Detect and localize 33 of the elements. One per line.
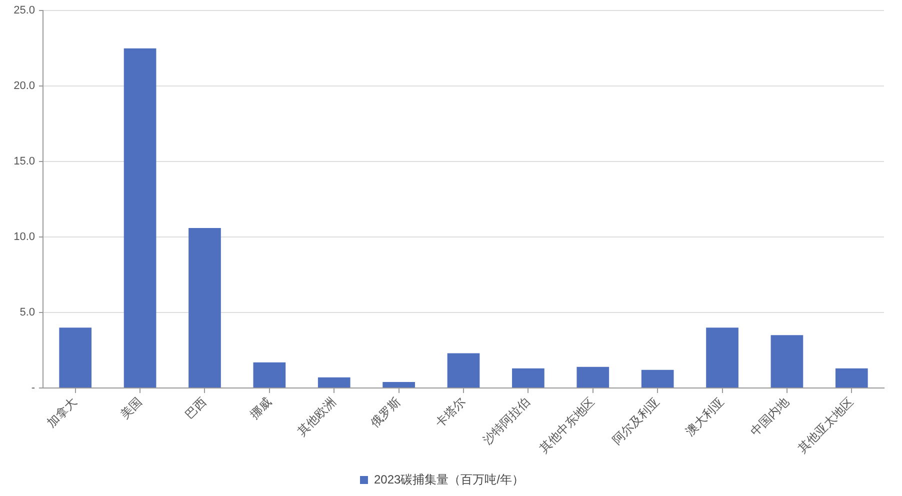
y-tick-label: 25.0 [14,4,35,17]
x-tick-label: 美国 [118,394,144,422]
bar [576,366,610,388]
bar [706,328,738,388]
bar [124,48,156,388]
x-tick-label: 挪威 [247,394,274,422]
x-tick-label: 巴西 [182,394,210,422]
y-tick-label: 5.0 [20,306,35,319]
x-tick-label: 沙特阿拉伯 [480,394,533,447]
x-tick-label: 卡塔尔 [432,394,468,430]
x-tick-label: 其他中东地区 [536,394,598,456]
bar [641,370,674,388]
bar [59,328,92,388]
y-tick-label: - [31,382,36,394]
x-tick-label: 加拿大 [44,394,80,430]
bar [770,335,804,388]
x-tick-label: 其他亚太地区 [795,394,856,456]
bar [253,362,286,388]
y-tick-label: 20.0 [14,80,35,92]
bar [835,368,868,388]
x-tick-label: 阿尔及利亚 [610,394,662,447]
bar [382,382,415,388]
bar [188,228,221,388]
bar [447,353,480,388]
x-tick-label: 中国内地 [748,394,792,438]
x-tick-label: 澳大利亚 [682,394,727,438]
x-tick-label: 其他欧洲 [294,394,339,438]
legend-label: 2023碳捕集量（百万吨/年） [374,472,524,486]
y-tick-label: 10.0 [14,231,35,244]
bar [512,368,544,388]
x-tick-label: 俄罗斯 [368,394,404,430]
bar [318,377,350,388]
y-tick-label: 15.0 [14,156,35,168]
